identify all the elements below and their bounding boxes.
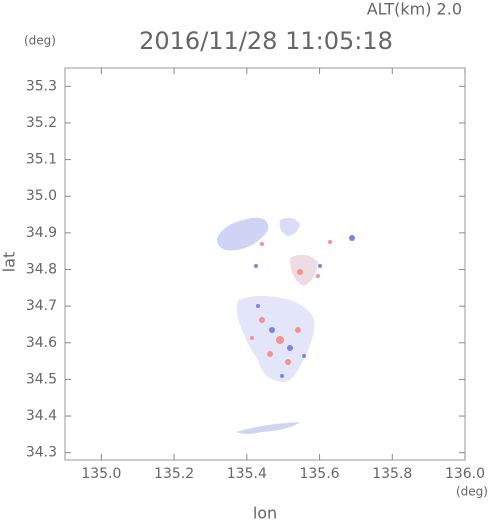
x-tick-label: 135.6	[299, 466, 339, 482]
y-tick-label: 35.0	[26, 188, 57, 204]
x-tick-label: 135.0	[81, 466, 121, 482]
plot-frame	[64, 67, 466, 461]
echo	[236, 422, 300, 434]
radar-echoes	[217, 217, 355, 434]
echo	[217, 217, 269, 251]
x-tick-label: 135.4	[227, 466, 267, 482]
x-tick-label: 136.0	[445, 466, 485, 482]
y-tick-label: 35.1	[26, 152, 57, 168]
x-label: lon	[253, 504, 277, 521]
y-label: lat	[0, 252, 19, 273]
y-tick-label: 34.8	[26, 261, 57, 277]
echo	[279, 217, 300, 236]
echo-spots	[254, 235, 355, 378]
y-tick-label: 35.3	[26, 78, 57, 94]
y-tick-label: 34.7	[26, 298, 57, 314]
y-tick-label: 34.6	[26, 335, 57, 351]
y-tick-label: 34.9	[26, 225, 57, 241]
echo-spots	[250, 240, 332, 365]
echo	[236, 296, 315, 383]
altitude-label: ALT(km) 2.0	[367, 0, 462, 19]
y-tick-label: 34.4	[26, 408, 57, 424]
y-tick-label: 34.5	[26, 371, 57, 387]
echo	[290, 254, 318, 286]
x-unit: (deg)	[456, 485, 488, 499]
chart-title: 2016/11/28 11:05:18	[139, 27, 393, 55]
x-tick-label: 135.2	[154, 466, 194, 482]
y-tick-label: 35.2	[26, 115, 57, 131]
y-tick-label: 34.3	[26, 445, 57, 461]
x-tick-label: 135.8	[372, 466, 412, 482]
y-unit: (deg)	[24, 34, 56, 48]
